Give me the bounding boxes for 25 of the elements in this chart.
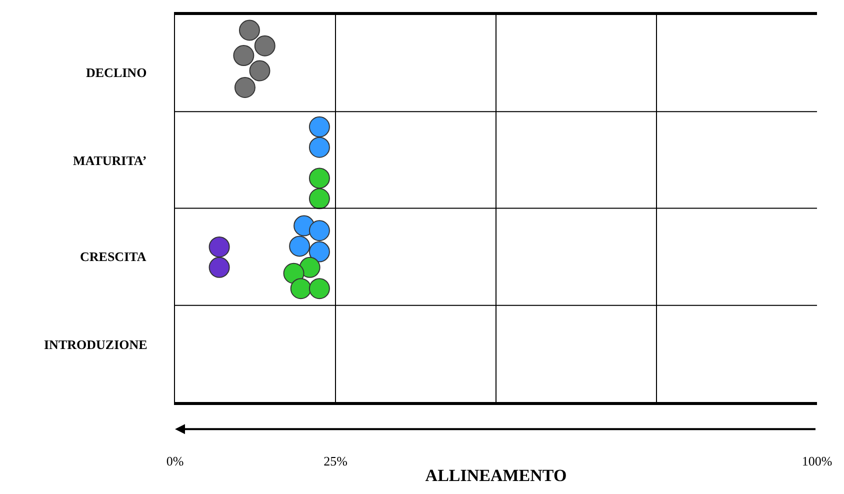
point xyxy=(308,188,330,210)
x-tick-label: 100% xyxy=(802,454,832,469)
x-tick-label: 25% xyxy=(324,454,348,469)
point xyxy=(299,256,320,278)
point xyxy=(289,236,310,257)
point xyxy=(233,45,254,66)
point xyxy=(308,220,330,242)
point xyxy=(290,278,312,300)
point xyxy=(254,35,276,56)
point xyxy=(234,76,256,98)
point xyxy=(238,20,260,41)
point xyxy=(308,116,330,138)
point xyxy=(208,256,230,278)
point xyxy=(249,60,270,82)
text: DECLINO xyxy=(86,65,147,80)
x-axis-title: ALLINEAMENTO xyxy=(425,466,567,485)
point xyxy=(208,236,230,258)
point xyxy=(308,278,330,300)
text: MATURITA’ xyxy=(73,153,147,168)
point xyxy=(308,136,330,158)
text: CRESCITA xyxy=(80,249,147,264)
x-tick-label: 0% xyxy=(166,454,184,469)
point xyxy=(308,241,330,262)
point xyxy=(308,168,330,189)
text: INTRODUZIONE xyxy=(44,337,148,352)
